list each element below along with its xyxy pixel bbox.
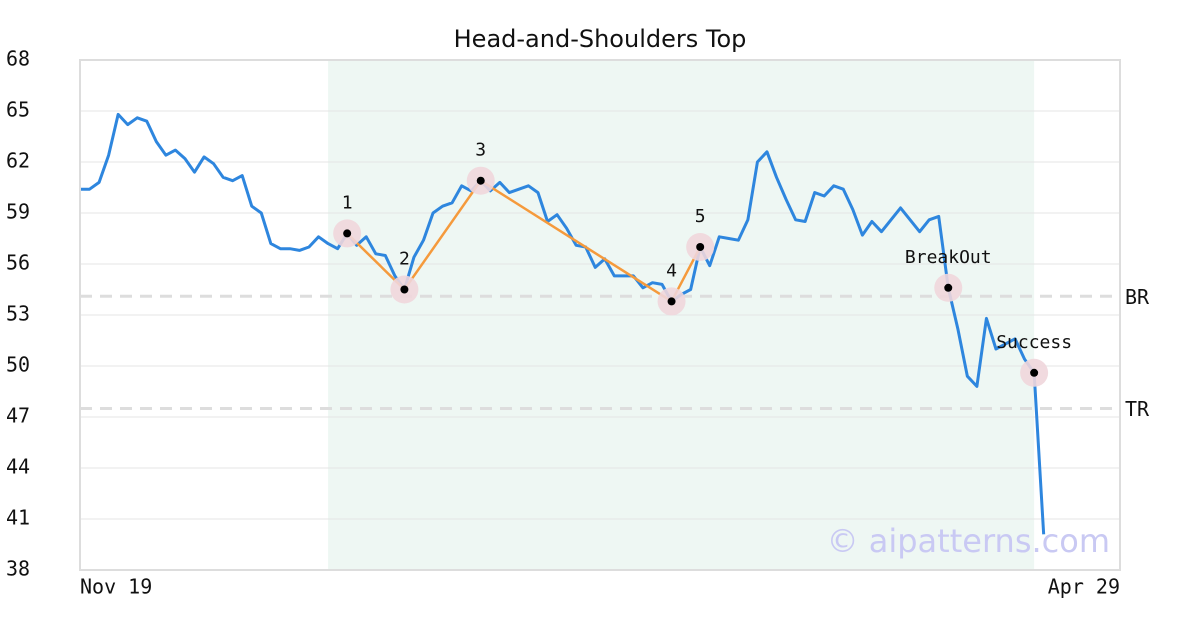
price-line [80,112,1046,535]
chart-title: Head-and-Shoulders Top [454,25,747,53]
point-marker [343,229,352,238]
y-tick-label: 68 [6,47,30,71]
y-tick-label: 44 [6,455,30,479]
x-tick-label: Nov 19 [80,575,152,599]
point-label: 5 [695,206,706,227]
watermark: © aipatterns.com [827,522,1110,560]
point-marker [476,176,485,185]
y-tick-label: 47 [6,404,30,428]
y-tick-label: 53 [6,302,30,326]
level-label: TR [1125,397,1150,421]
point-marker [944,283,953,292]
point-label: 1 [342,192,353,213]
y-tick-label: 41 [6,506,30,530]
y-tick-label: 59 [6,200,30,224]
point-label: Success [996,332,1072,353]
point-label: 2 [399,249,410,270]
y-tick-label: 50 [6,353,30,377]
point-marker [667,297,676,306]
y-tick-label: 62 [6,149,30,173]
point-label: BreakOut [905,247,992,268]
y-tick-label: 65 [6,98,30,122]
point-marker [400,285,409,294]
level-label: BR [1125,285,1150,309]
x-tick-label: Apr 29 [1048,575,1120,599]
y-tick-label: 56 [6,251,30,275]
point-label: 3 [475,140,486,161]
point-marker [696,243,705,251]
point-label: 4 [666,260,677,281]
plot-border [79,59,1121,571]
point-marker [1030,368,1039,377]
y-tick-label: 38 [6,557,30,581]
